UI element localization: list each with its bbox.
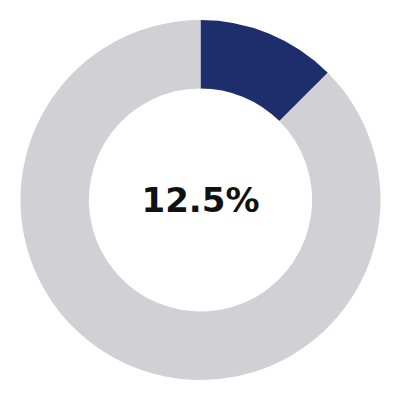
slices [21, 20, 381, 380]
center-text: 12.5% [142, 180, 260, 220]
chart-container: 12.5% [0, 0, 401, 400]
slice [21, 20, 381, 380]
chart-svg: 12.5% [0, 0, 401, 400]
